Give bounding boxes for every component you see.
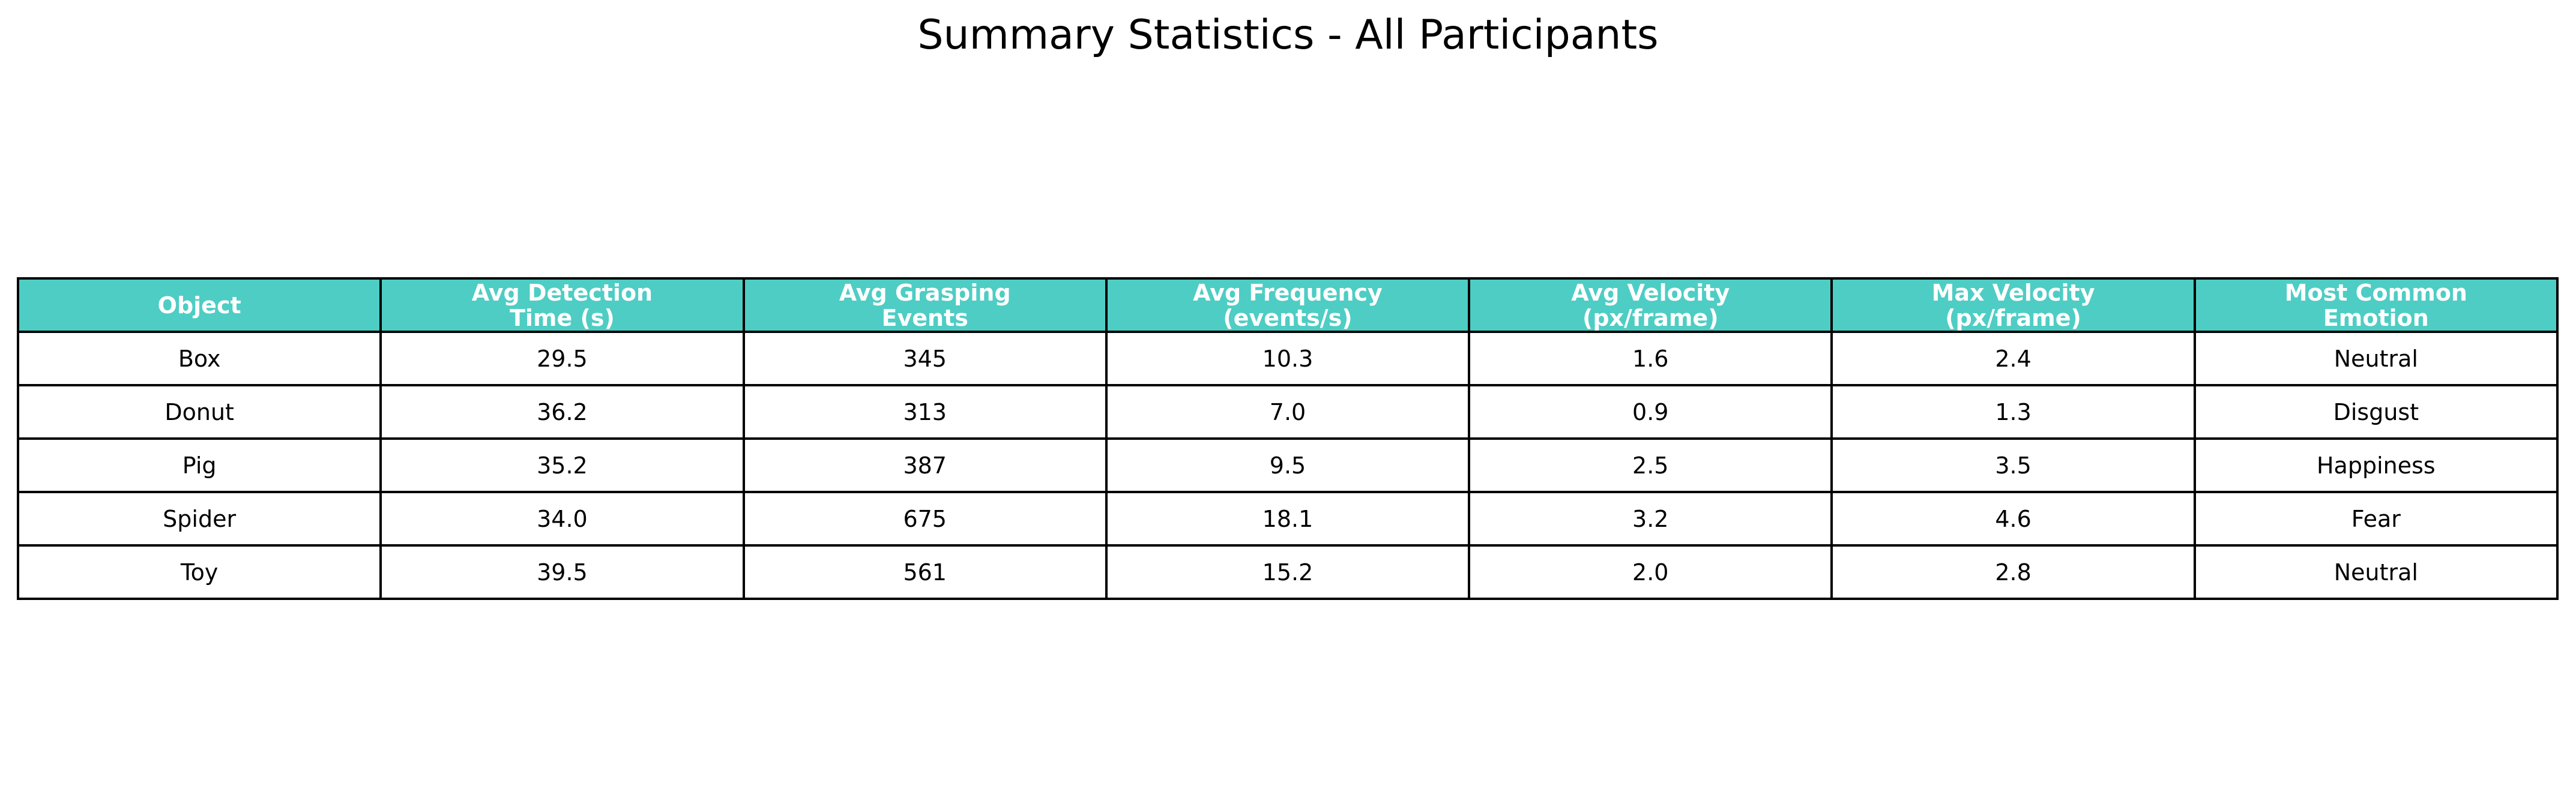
column-header-avg-velocity: Avg Velocity (px/frame) — [1468, 277, 1833, 333]
table-cell-avg-frequency: 10.3 — [1105, 331, 1471, 386]
table-cell-avg-velocity: 3.2 — [1468, 491, 1833, 547]
table-cell-avg-grasping-events: 387 — [742, 437, 1108, 493]
table-cell-object: Spider — [16, 491, 382, 547]
column-header-object: Object — [16, 277, 382, 333]
table-cell-max-velocity: 3.5 — [1830, 437, 2196, 493]
column-header-line: Most Common — [2284, 279, 2467, 306]
column-header-line: (px/frame) — [1945, 304, 2081, 331]
table-cell-avg-frequency: 7.0 — [1105, 384, 1471, 440]
table-cell-avg-grasping-events: 313 — [742, 384, 1108, 440]
column-header-line: (px/frame) — [1582, 304, 1719, 331]
column-header-line: (events/s) — [1223, 304, 1353, 331]
column-header-avg-frequency: Avg Frequency (events/s) — [1105, 277, 1471, 333]
chart-title: Summary Statistics - All Participants — [917, 11, 1659, 59]
table-cell-max-velocity: 2.4 — [1830, 331, 2196, 386]
table-row: Toy 39.5 561 15.2 2.0 2.8 Neutral — [16, 544, 2559, 600]
table-cell-avg-grasping-events: 345 — [742, 331, 1108, 386]
column-header-avg-grasping-events: Avg Grasping Events — [742, 277, 1108, 333]
table-row: Spider 34.0 675 18.1 3.2 4.6 Fear — [16, 491, 2559, 547]
column-header-max-velocity: Max Velocity (px/frame) — [1830, 277, 2196, 333]
table-cell-avg-grasping-events: 561 — [742, 544, 1108, 600]
table-cell-most-common-emotion: Fear — [2193, 491, 2559, 547]
column-header-line: Avg Grasping — [839, 279, 1011, 306]
table-cell-max-velocity: 2.8 — [1830, 544, 2196, 600]
table-cell-avg-velocity: 2.5 — [1468, 437, 1833, 493]
column-header-line: Avg Velocity — [1571, 279, 1730, 306]
summary-table: Object Avg Detection Time (s) Avg Grasping E… — [16, 277, 2559, 600]
table-cell-most-common-emotion: Neutral — [2193, 331, 2559, 386]
table-cell-avg-detection-time: 35.2 — [379, 437, 745, 493]
table-cell-avg-detection-time: 34.0 — [379, 491, 745, 547]
table-cell-most-common-emotion: Disgust — [2193, 384, 2559, 440]
table-cell-avg-velocity: 0.9 — [1468, 384, 1833, 440]
table-cell-avg-detection-time: 36.2 — [379, 384, 745, 440]
table-cell-most-common-emotion: Happiness — [2193, 437, 2559, 493]
table-cell-object: Donut — [16, 384, 382, 440]
table-cell-object: Pig — [16, 437, 382, 493]
table-cell-max-velocity: 1.3 — [1830, 384, 2196, 440]
column-header-most-common-emotion: Most Common Emotion — [2193, 277, 2559, 333]
column-header-line: Avg Detection — [471, 279, 653, 306]
table-cell-avg-detection-time: 29.5 — [379, 331, 745, 386]
column-header-line: Events — [881, 304, 968, 331]
table-cell-avg-detection-time: 39.5 — [379, 544, 745, 600]
table-cell-most-common-emotion: Neutral — [2193, 544, 2559, 600]
table-row: Donut 36.2 313 7.0 0.9 1.3 Disgust — [16, 384, 2559, 440]
column-header-line: Max Velocity — [1931, 279, 2095, 306]
table-cell-avg-frequency: 9.5 — [1105, 437, 1471, 493]
column-header-line: Object — [157, 292, 241, 319]
column-header-line: Time (s) — [509, 304, 615, 331]
table-header-row: Object Avg Detection Time (s) Avg Grasping E… — [16, 277, 2559, 333]
table-cell-object: Toy — [16, 544, 382, 600]
table-row: Box 29.5 345 10.3 1.6 2.4 Neutral — [16, 331, 2559, 386]
column-header-line: Emotion — [2323, 304, 2429, 331]
table-row: Pig 35.2 387 9.5 2.5 3.5 Happiness — [16, 437, 2559, 493]
table-cell-object: Box — [16, 331, 382, 386]
table-body: Box 29.5 345 10.3 1.6 2.4 Neutral Donut 36.2 313 7… — [16, 331, 2559, 600]
table-cell-avg-velocity: 1.6 — [1468, 331, 1833, 386]
table-cell-avg-velocity: 2.0 — [1468, 544, 1833, 600]
table-cell-max-velocity: 4.6 — [1830, 491, 2196, 547]
table-cell-avg-frequency: 18.1 — [1105, 491, 1471, 547]
column-header-line: Avg Frequency — [1193, 279, 1383, 306]
table-cell-avg-frequency: 15.2 — [1105, 544, 1471, 600]
table-cell-avg-grasping-events: 675 — [742, 491, 1108, 547]
column-header-avg-detection-time: Avg Detection Time (s) — [379, 277, 745, 333]
